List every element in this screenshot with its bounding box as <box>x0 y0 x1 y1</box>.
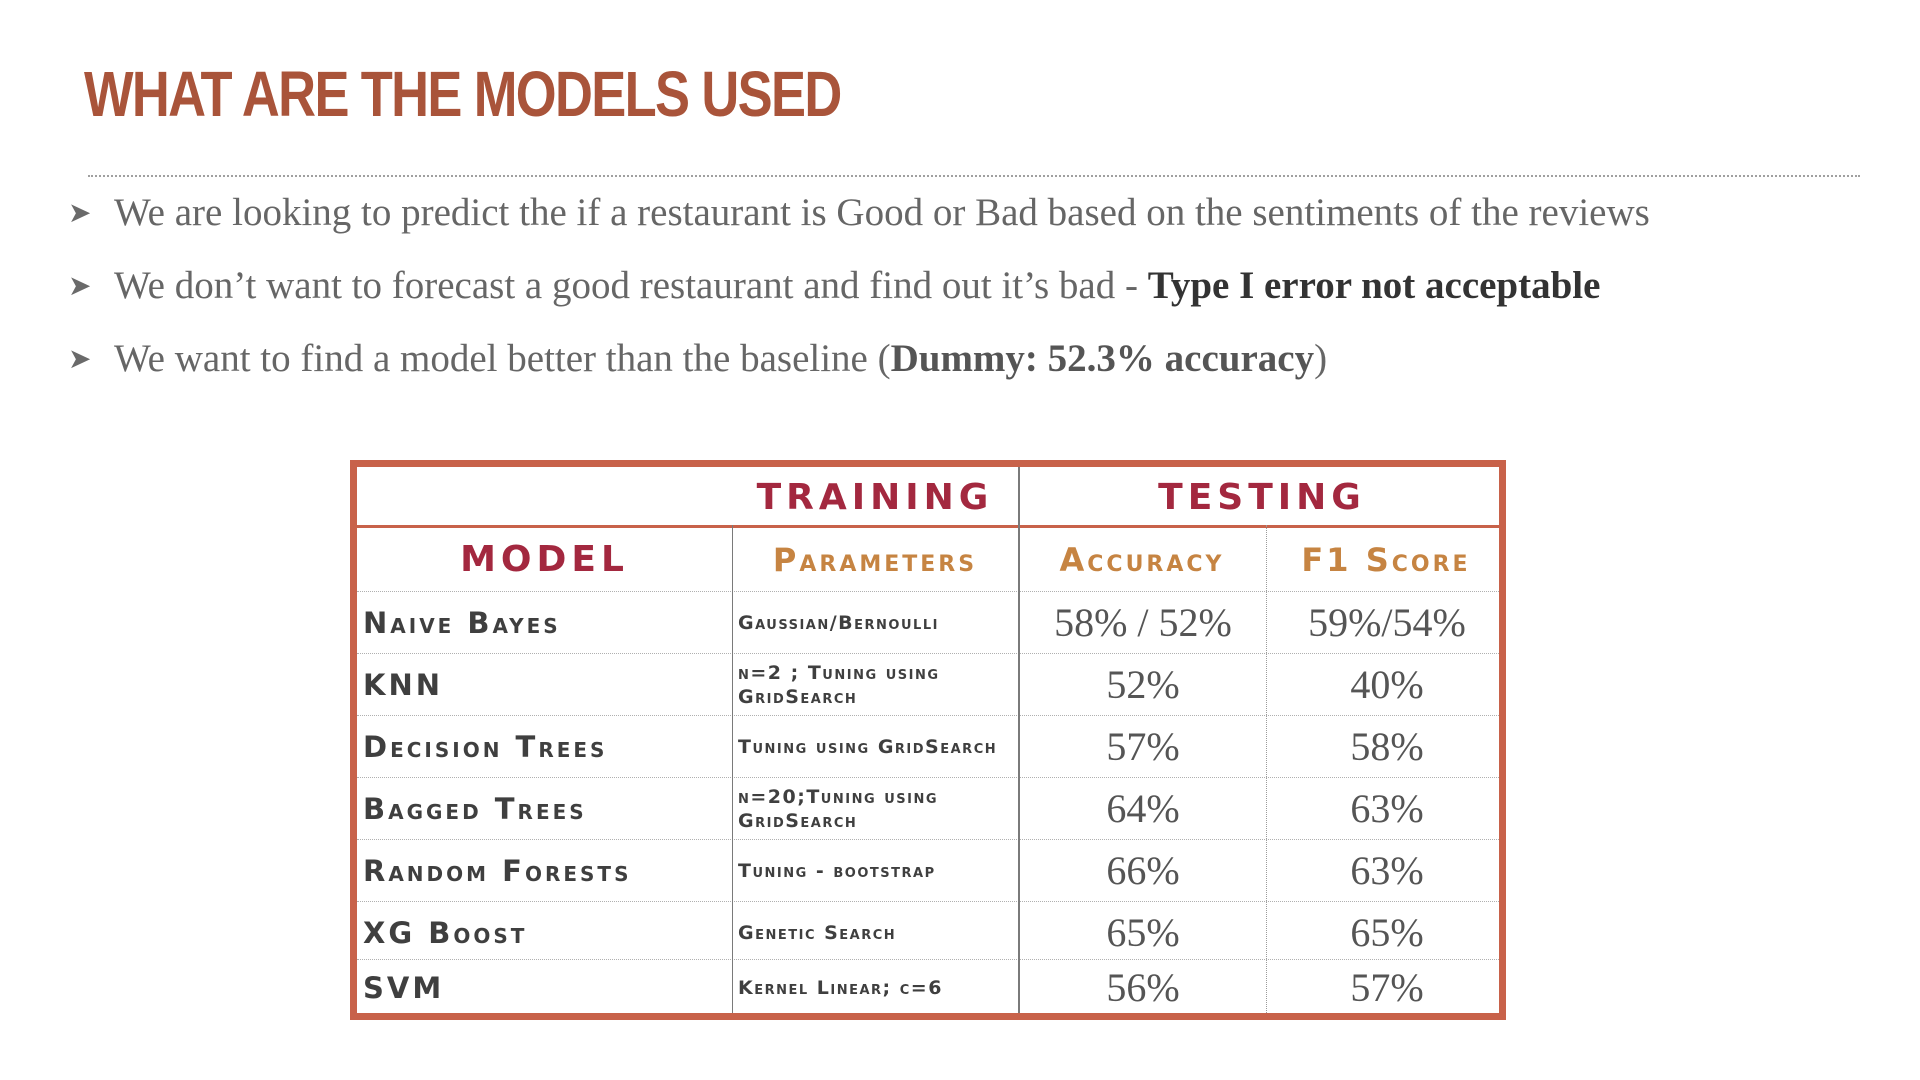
model-cell: Decision Trees <box>363 729 608 764</box>
bullet-list: ➤ We are looking to predict the if a res… <box>68 183 1868 402</box>
arrow-bullet-icon: ➤ <box>68 196 92 229</box>
column-divider <box>1018 467 1020 1013</box>
parameters-cell: Tuning using GridSearch <box>738 735 998 758</box>
parameters-cell: Kernel Linear; c=6 <box>738 976 943 999</box>
column-header-accuracy: Accuracy <box>1059 541 1225 579</box>
parameters-cell: n=2 ; Tuning using GridSearch <box>738 661 940 708</box>
accuracy-cell: 56% <box>1106 965 1180 1010</box>
arrow-bullet-icon: ➤ <box>68 342 92 375</box>
model-cell: XG Boost <box>363 915 528 950</box>
bullet-text-plain: We are looking to predict the if a resta… <box>114 191 1650 234</box>
f1-score-cell: 40% <box>1350 662 1424 707</box>
table-row: XG Boost Genetic Search 65% 65% <box>357 901 1499 963</box>
model-cell: SVM <box>363 970 445 1005</box>
parameters-cell: Tuning - bootstrap <box>738 859 936 882</box>
bullet-text: We don’t want to forecast a good restaur… <box>114 256 1600 316</box>
accuracy-cell: 66% <box>1106 848 1180 893</box>
column-divider <box>732 525 733 1013</box>
group-header-testing: TESTING <box>1158 477 1366 518</box>
model-cell: KNN <box>363 667 444 702</box>
bullet-item: ➤ We don’t want to forecast a good resta… <box>68 256 1868 329</box>
model-cell: Bagged Trees <box>363 791 587 826</box>
table-row: Bagged Trees n=20;Tuning using GridSearc… <box>357 777 1499 839</box>
column-header-parameters: Parameters <box>772 541 978 579</box>
f1-score-cell: 59%/54% <box>1308 600 1466 645</box>
accuracy-cell: 58% / 52% <box>1054 600 1232 645</box>
column-header-f1-score: F1 Score <box>1301 541 1471 579</box>
table-row: Decision Trees Tuning using GridSearch 5… <box>357 715 1499 777</box>
bullet-text-plain: We don’t want to forecast a good restaur… <box>114 264 1148 307</box>
table-row: Naive Bayes Gaussian/Bernoulli 58% / 52%… <box>357 591 1499 653</box>
parameters-cell: Genetic Search <box>738 921 897 944</box>
bullet-text-emphasis: Dummy: 52.3% accuracy <box>890 337 1315 380</box>
models-table: TRAINING TESTING MODEL Parameters Accura… <box>350 460 1506 1020</box>
parameters-cell: Gaussian/Bernoulli <box>738 611 939 634</box>
bullet-text-plain: ) <box>1314 337 1328 380</box>
table-row: Random Forests Tuning - bootstrap 66% 63… <box>357 839 1499 901</box>
accuracy-cell: 57% <box>1106 724 1180 769</box>
bullet-item: ➤ We are looking to predict the if a res… <box>68 183 1868 256</box>
model-cell: Random Forests <box>363 853 632 888</box>
model-cell: Naive Bayes <box>363 605 561 640</box>
f1-score-cell: 63% <box>1350 848 1424 893</box>
parameters-cell: n=20;Tuning using GridSearch <box>738 785 939 832</box>
header-rule <box>357 525 1499 528</box>
accuracy-cell: 52% <box>1106 662 1180 707</box>
f1-score-cell: 57% <box>1350 965 1424 1010</box>
f1-score-cell: 65% <box>1350 910 1424 955</box>
bullet-text: We want to find a model better than the … <box>114 329 1327 389</box>
arrow-bullet-icon: ➤ <box>68 269 92 302</box>
f1-score-cell: 58% <box>1350 724 1424 769</box>
column-header-model: MODEL <box>460 539 629 580</box>
column-divider <box>1266 525 1267 1013</box>
bullet-item: ➤ We want to find a model better than th… <box>68 329 1868 402</box>
bullet-text-emphasis: Type I error not acceptable <box>1147 264 1601 307</box>
accuracy-cell: 64% <box>1106 786 1180 831</box>
bullet-text-plain: We want to find a model better than the … <box>114 337 891 380</box>
table-row: SVM Kernel Linear; c=6 56% 57% <box>357 959 1499 1013</box>
f1-score-cell: 63% <box>1350 786 1424 831</box>
accuracy-cell: 65% <box>1106 910 1180 955</box>
table-row: KNN n=2 ; Tuning using GridSearch 52% 40… <box>357 653 1499 715</box>
slide-title: WHAT ARE THE MODELS USED <box>84 58 842 130</box>
group-header-training: TRAINING <box>756 477 994 518</box>
bullet-text: We are looking to predict the if a resta… <box>114 183 1650 243</box>
title-divider <box>88 175 1860 177</box>
